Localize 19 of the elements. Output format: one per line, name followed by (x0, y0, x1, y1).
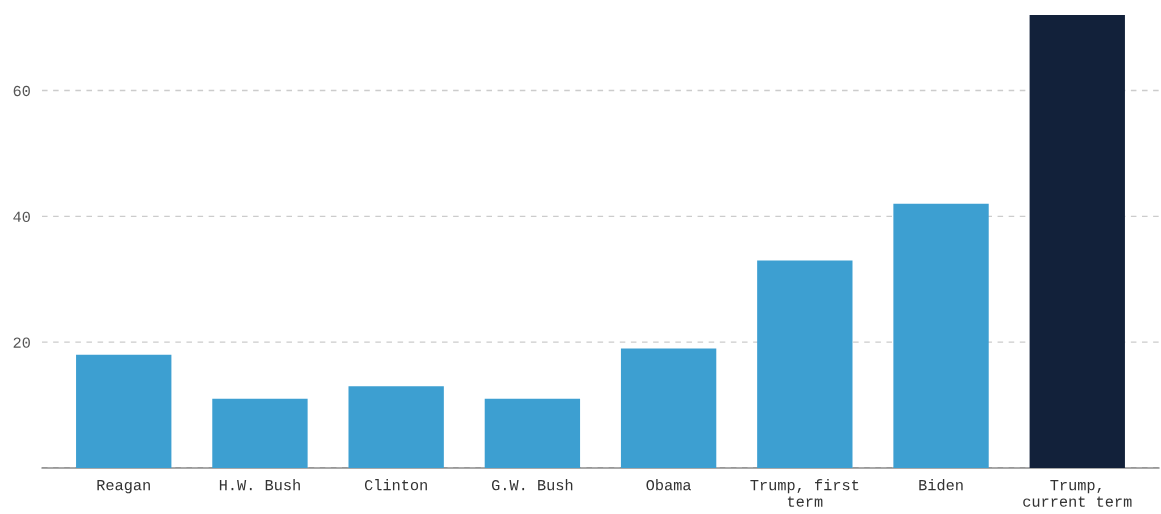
bar (348, 386, 444, 468)
bar (1029, 15, 1125, 468)
x-tick-label: Trump, current term (1023, 480, 1132, 507)
bar (76, 354, 172, 468)
x-tick-label: Trump, first term (750, 479, 859, 507)
y-tick-label: 20 (13, 337, 30, 348)
bar (620, 348, 717, 468)
x-tick-label: Biden (919, 479, 963, 491)
bar (212, 398, 308, 468)
y-tick-label: 40 (13, 211, 30, 223)
y-tick-label: 60 (13, 85, 30, 97)
bar (757, 260, 853, 468)
x-tick-label: Reagan (97, 480, 150, 494)
x-tick-label: G.W. Bush (491, 479, 573, 491)
x-tick-label: H.W. Bush (219, 479, 300, 491)
x-tick-label: Clinton (364, 479, 427, 491)
bar (893, 203, 989, 468)
bar (484, 398, 581, 468)
x-tick-label: Obama (646, 479, 692, 491)
